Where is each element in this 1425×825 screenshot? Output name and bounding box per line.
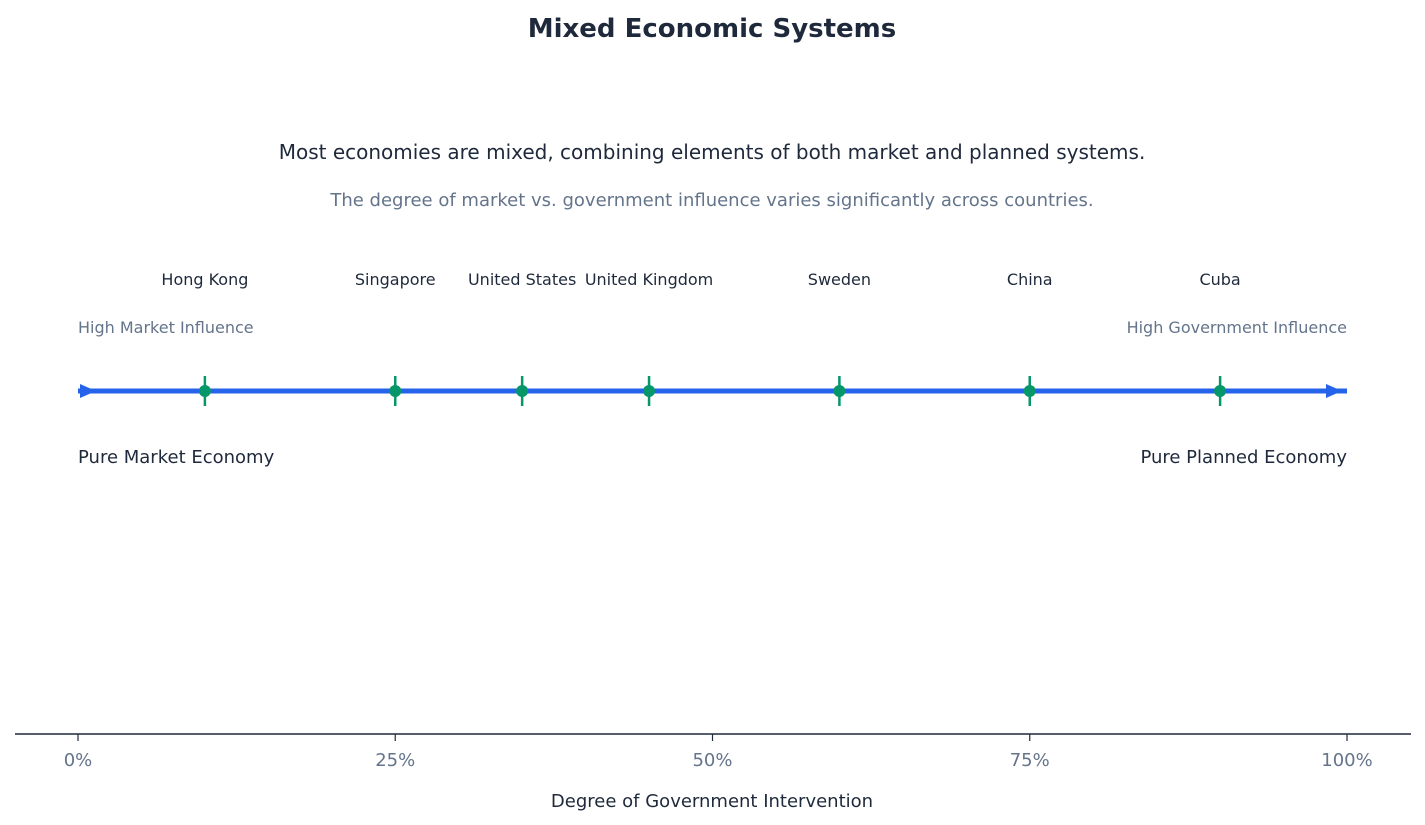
chart-subtitle: Most economies are mixed, combining elem…: [279, 140, 1146, 164]
annotation-high-government: High Government Influence: [1127, 318, 1347, 337]
point-marker: [198, 385, 211, 397]
left-arrow-head: [80, 384, 96, 398]
chart-note: The degree of market vs. government infl…: [329, 190, 1093, 211]
x-tick-label: 100%: [1321, 750, 1372, 771]
point-label-background: [1198, 270, 1242, 289]
annotation-pure-market: Pure Market Economy: [78, 447, 275, 468]
point-label: China: [1007, 270, 1053, 289]
annotation-pure-planned: Pure Planned Economy: [1140, 447, 1347, 468]
point-marker: [389, 385, 402, 397]
right-arrow-head: [1326, 384, 1342, 398]
point-marker: [643, 385, 656, 397]
point-label-background: [160, 270, 250, 289]
x-tick-label: 50%: [692, 750, 732, 771]
x-axis-label: Degree of Government Intervention: [551, 791, 873, 812]
point-marker: [516, 385, 529, 397]
point-label-background: [1005, 270, 1054, 289]
point-marker: [1023, 385, 1036, 397]
point-label-background: [466, 270, 578, 289]
x-tick-label: 0%: [64, 750, 93, 771]
x-tick-label: 75%: [1010, 750, 1050, 771]
point-label-background: [806, 270, 873, 289]
point-label-background: [583, 270, 715, 289]
point-label: Sweden: [808, 270, 871, 289]
point-label-background: [353, 270, 437, 289]
point-marker: [833, 385, 846, 397]
x-tick-label: 25%: [375, 750, 415, 771]
point-label: Hong Kong: [161, 270, 248, 289]
point-label: United Kingdom: [585, 270, 713, 289]
annotation-high-market: High Market Influence: [78, 318, 254, 337]
point-label: Singapore: [355, 270, 436, 289]
point-marker: [1214, 385, 1227, 397]
point-label: United States: [468, 270, 576, 289]
chart-title: Mixed Economic Systems: [528, 14, 897, 44]
point-label: Cuba: [1199, 270, 1240, 289]
